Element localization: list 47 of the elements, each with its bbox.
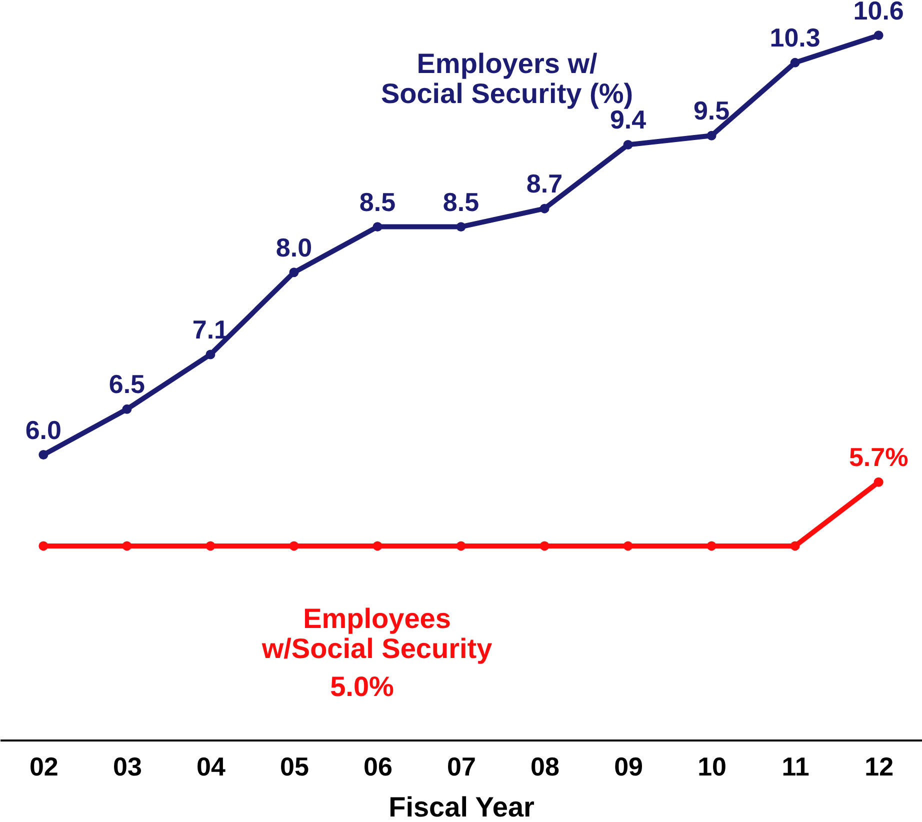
point	[874, 30, 884, 40]
data-label: 6.0	[25, 414, 62, 445]
point	[372, 541, 382, 551]
data-label: 9.5	[693, 96, 730, 126]
point	[456, 541, 466, 551]
point	[623, 140, 633, 150]
x-tick-label: 04	[196, 752, 226, 782]
point	[289, 541, 299, 551]
point	[790, 541, 800, 551]
text: Employees w/Social Security	[260, 603, 493, 664]
x-axis-title: Fiscal Year	[388, 792, 535, 822]
point	[206, 541, 216, 551]
point	[122, 541, 132, 551]
point	[289, 268, 299, 278]
point	[540, 541, 550, 551]
point	[874, 477, 884, 487]
data-label: 10.3	[770, 22, 820, 53]
x-tick-label: 08	[530, 752, 560, 782]
data-label: 8.0	[276, 232, 312, 262]
x-tick-label: 05	[280, 752, 309, 782]
data-label: 8.7	[526, 168, 563, 199]
point	[540, 204, 550, 214]
data-label: 8.5	[442, 186, 480, 217]
x-tick-label: 03	[112, 752, 142, 782]
point	[206, 350, 216, 360]
data-label: 6.5	[108, 369, 146, 400]
data-label: 7.1	[192, 314, 229, 344]
x-tick-label: 02	[29, 752, 58, 782]
point	[790, 58, 800, 68]
x-tick-label: 10	[698, 752, 727, 782]
data-label: 10.6	[853, 0, 904, 26]
x-tick-label: 11	[782, 752, 810, 782]
point	[706, 130, 716, 140]
point	[38, 450, 48, 460]
point	[623, 541, 633, 551]
x-tick-label: 06	[364, 752, 392, 782]
data-label: 8.5	[359, 186, 396, 217]
text: 5.0%	[330, 671, 394, 702]
x-tick-label: 07	[447, 752, 476, 782]
point	[122, 404, 132, 414]
point	[706, 541, 716, 551]
x-tick-label: 12	[864, 752, 894, 782]
x-tick-label: 09	[614, 752, 643, 782]
point	[38, 541, 48, 551]
point	[456, 222, 466, 232]
point	[372, 222, 382, 232]
data-label: 5.7%	[848, 442, 908, 472]
